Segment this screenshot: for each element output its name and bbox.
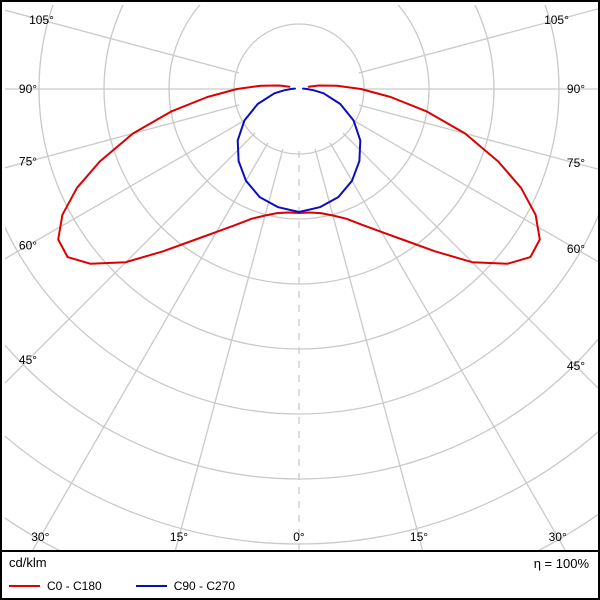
legend-line-c90-c270 — [135, 585, 167, 587]
angle-label: 90° — [19, 82, 37, 96]
angle-label: 105° — [29, 13, 54, 27]
grid-radial-line — [314, 148, 424, 551]
angle-label: 15° — [410, 530, 428, 544]
grid-ring — [5, 214, 598, 415]
angle-label: 60° — [19, 239, 37, 253]
grid-radial-line — [5, 9, 240, 74]
legend-item-c0-c180: C0 - C180 — [9, 579, 102, 593]
grid-radial-line — [5, 104, 240, 169]
efficiency-label: η = 100% — [533, 556, 589, 571]
grid-radial-line — [329, 142, 567, 551]
grid-ring — [5, 431, 598, 545]
angle-label: 75° — [567, 156, 585, 170]
grid-radial-line — [5, 119, 246, 260]
angle-label: 45° — [19, 353, 37, 367]
grid-ring — [168, 5, 430, 220]
grid-radial-line — [5, 132, 256, 384]
grid-radial-line — [342, 132, 598, 389]
angle-label: 0° — [293, 530, 305, 544]
curve-c90-c270 — [236, 87, 362, 213]
curve-c0-c180 — [57, 84, 541, 265]
legend-line-c0-c180 — [9, 585, 40, 587]
angle-label: 60° — [567, 242, 585, 256]
legend-item-c90-c270: C90 - C270 — [135, 579, 236, 593]
angle-label: 90° — [567, 82, 585, 96]
grid-radial-line — [174, 148, 284, 551]
angle-label: 30° — [549, 530, 567, 544]
angle-label: 75° — [19, 155, 37, 169]
grid-radial-line — [358, 104, 598, 170]
angle-label: 30° — [31, 530, 49, 544]
angle-label: 105° — [544, 13, 569, 27]
angle-label: 15° — [170, 530, 188, 544]
angle-label: 45° — [567, 359, 585, 373]
legend-label-c90-c270: C90 - C270 — [173, 579, 236, 593]
grid-radial-line — [352, 119, 598, 263]
unit-label: cd/klm — [9, 555, 47, 570]
legend-label-c0-c180: C0 - C180 — [47, 579, 102, 593]
grid-radial-line — [31, 142, 269, 551]
grid-radial-line — [358, 8, 598, 74]
legend: C0 - C180 C90 - C270 — [9, 579, 235, 593]
legend-strip: cd/klm η = 100% C0 - C180 C90 - C270 — [2, 550, 598, 598]
